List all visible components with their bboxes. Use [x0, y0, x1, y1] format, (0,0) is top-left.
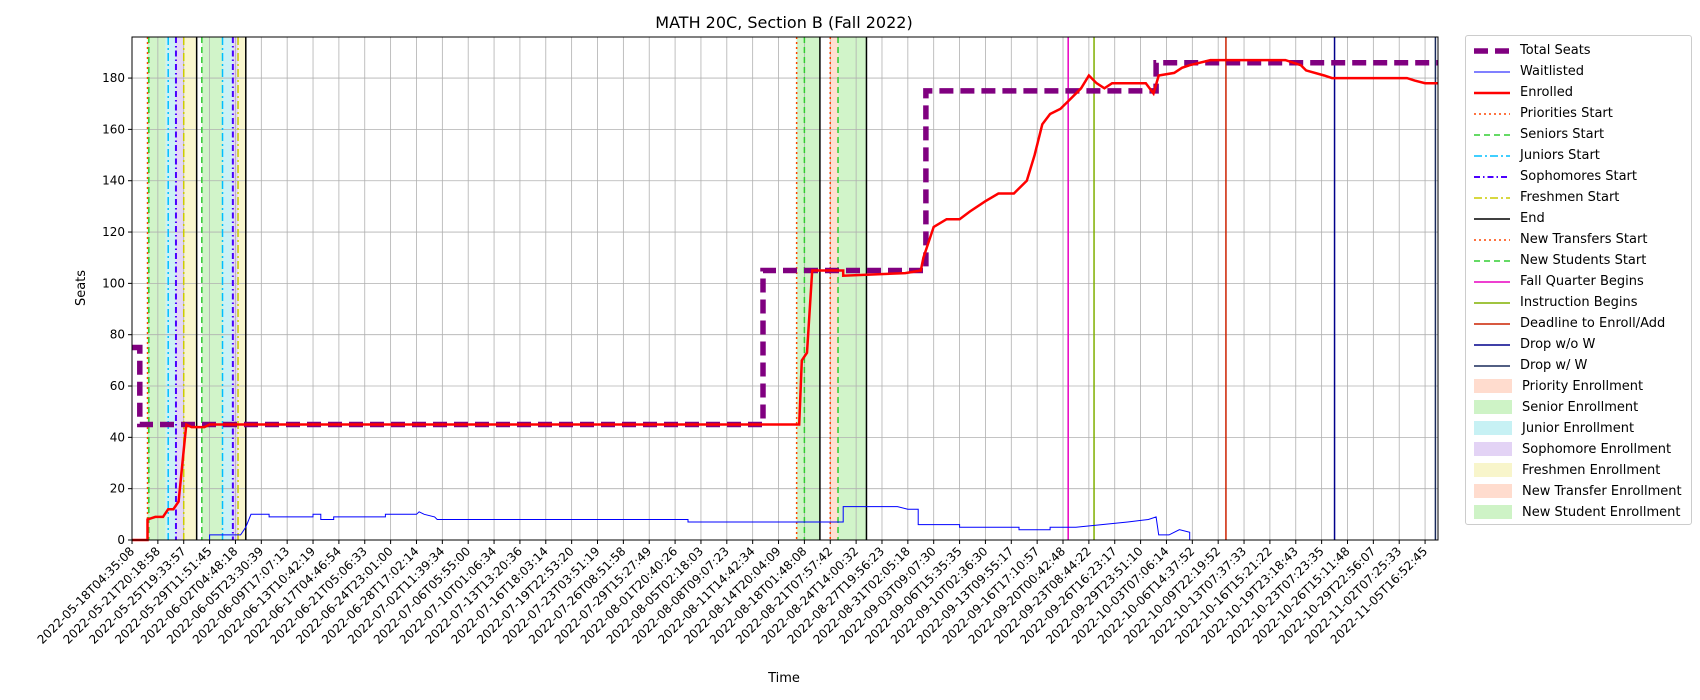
y-tick-label: 100: [102, 276, 125, 290]
legend-item: End: [1474, 208, 1545, 228]
legend-item: New Transfer Enrollment: [1474, 481, 1682, 501]
legend-swatch: [1474, 442, 1512, 456]
legend-swatch: [1474, 148, 1510, 162]
series-line-total-seats: [132, 59, 1438, 428]
legend-item: Total Seats: [1474, 40, 1591, 60]
y-tick-label: 60: [110, 379, 125, 393]
legend-item: Deadline to Enroll/Add: [1474, 313, 1665, 333]
legend-label: Instruction Begins: [1520, 294, 1638, 310]
legend-swatch: [1474, 127, 1510, 141]
shaded-region: [201, 37, 223, 540]
shaded-region: [165, 37, 176, 540]
legend-swatch: [1474, 253, 1510, 267]
legend-swatch: [1474, 400, 1512, 414]
legend-label: Seniors Start: [1520, 126, 1605, 142]
legend-label: Freshmen Enrollment: [1522, 462, 1661, 478]
legend-label: Drop w/ W: [1520, 357, 1588, 373]
legend-swatch: [1474, 211, 1510, 225]
legend-swatch: [1474, 85, 1510, 99]
legend-label: Sophomores Start: [1520, 168, 1637, 184]
legend-label: New Transfers Start: [1520, 231, 1648, 247]
y-tick-label: 140: [102, 174, 125, 188]
legend-swatch: [1474, 421, 1512, 435]
shaded-region: [796, 37, 820, 540]
legend-item: Enrolled: [1474, 82, 1573, 102]
y-tick-label: 20: [110, 482, 125, 496]
legend-label: Drop w/o W: [1520, 336, 1596, 352]
legend-label: Junior Enrollment: [1522, 420, 1635, 436]
legend-item: Sophomore Enrollment: [1474, 439, 1671, 459]
legend-item: Instruction Begins: [1474, 292, 1638, 312]
y-tick-label: 160: [102, 122, 125, 136]
legend-item: Drop w/ W: [1474, 355, 1587, 375]
legend-item: New Transfers Start: [1474, 229, 1647, 249]
legend-swatch: [1474, 358, 1510, 372]
y-axis-label: Seats: [74, 270, 89, 306]
x-axis-label: Time: [767, 671, 800, 686]
legend-item: Drop w/o W: [1474, 334, 1595, 354]
legend-swatch: [1474, 337, 1510, 351]
series-line-waitlisted: [132, 506, 1438, 541]
legend-item: Priorities Start: [1474, 103, 1613, 123]
y-tick-label: 40: [110, 430, 125, 444]
legend-label: Juniors Start: [1520, 147, 1600, 163]
legend-label: Freshmen Start: [1520, 189, 1620, 205]
legend-label: New Student Enrollment: [1522, 504, 1681, 520]
legend-label: Priority Enrollment: [1522, 378, 1644, 394]
legend-item: Junior Enrollment: [1474, 418, 1634, 438]
legend-swatch: [1474, 379, 1512, 393]
legend-swatch: [1474, 43, 1510, 57]
legend-swatch: [1474, 190, 1510, 204]
legend-item: Freshmen Enrollment: [1474, 460, 1660, 480]
legend-label: Deadline to Enroll/Add: [1520, 315, 1666, 331]
shaded-region: [238, 37, 246, 540]
legend-item: Priority Enrollment: [1474, 376, 1643, 396]
legend-swatch: [1474, 169, 1510, 183]
legend-item: Seniors Start: [1474, 124, 1604, 144]
legend-swatch: [1474, 484, 1512, 498]
legend-swatch: [1474, 232, 1510, 246]
legend-item: New Students Start: [1474, 250, 1646, 270]
legend-swatch: [1474, 505, 1512, 519]
shaded-region: [222, 37, 233, 540]
legend-label: New Students Start: [1520, 252, 1647, 268]
legend-item: Fall Quarter Begins: [1474, 271, 1644, 291]
legend-label: New Transfer Enrollment: [1522, 483, 1682, 499]
legend-item: Senior Enrollment: [1474, 397, 1638, 417]
shaded-region: [838, 37, 867, 540]
enrollment-chart: MATH 20C, Section B (Fall 2022) 0 20 40 60 8…: [35, 13, 1439, 686]
series-line-enrolled: [132, 58, 1438, 542]
shaded-region: [830, 37, 839, 540]
y-tick-label: 120: [102, 225, 125, 239]
legend-item: Waitlisted: [1474, 61, 1584, 81]
legend-swatch: [1474, 316, 1510, 330]
legend-label: Fall Quarter Begins: [1520, 273, 1644, 289]
legend-item: New Student Enrollment: [1474, 502, 1680, 522]
legend-label: Senior Enrollment: [1522, 399, 1639, 415]
legend-label: Priorities Start: [1520, 105, 1613, 121]
legend-item: Juniors Start: [1474, 145, 1600, 165]
legend-swatch: [1474, 106, 1510, 120]
legend-label: Waitlisted: [1520, 63, 1585, 79]
chart-legend: Total Seats Waitlisted Enrolled Priorities …: [1465, 35, 1692, 525]
legend-swatch: [1474, 295, 1510, 309]
shaded-region: [175, 37, 184, 540]
legend-item: Sophomores Start: [1474, 166, 1637, 186]
chart-title: MATH 20C, Section B (Fall 2022): [655, 13, 912, 32]
legend-swatch: [1474, 274, 1510, 288]
legend-label: Sophomore Enrollment: [1522, 441, 1672, 457]
plot-frame: [131, 36, 1439, 541]
shaded-region: [147, 37, 166, 540]
legend-swatch: [1474, 463, 1512, 477]
y-tick-label: 180: [102, 71, 125, 85]
legend-label: Total Seats: [1520, 42, 1591, 58]
legend-label: End: [1520, 210, 1545, 226]
shaded-region: [183, 37, 197, 540]
legend-swatch: [1474, 64, 1510, 78]
y-tick-label: 0: [117, 533, 125, 547]
legend-item: Freshmen Start: [1474, 187, 1619, 207]
legend-label: Enrolled: [1520, 84, 1573, 100]
y-tick-label: 80: [110, 328, 125, 342]
